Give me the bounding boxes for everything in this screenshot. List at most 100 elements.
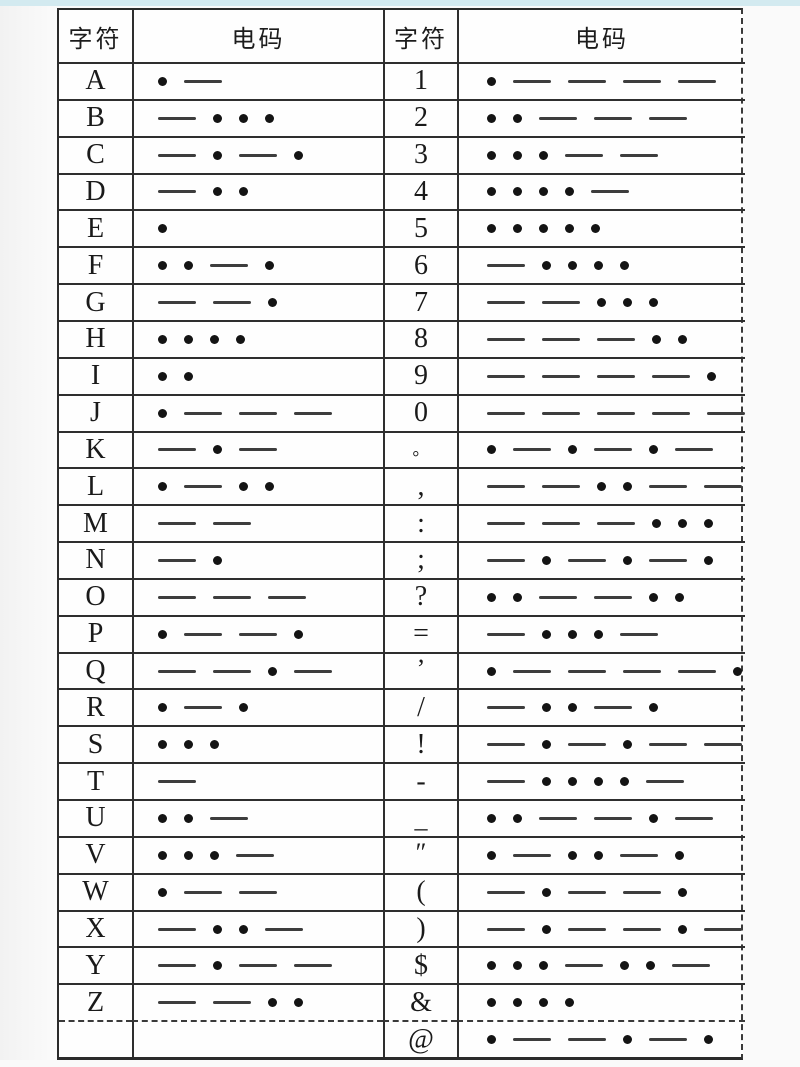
morse-dot-icon: [184, 261, 193, 271]
char-cell-left: S: [59, 725, 132, 762]
morse-sequence: [487, 850, 684, 860]
morse-dot-icon: [513, 150, 522, 160]
morse-cell-right: [457, 541, 745, 578]
character-label: F: [87, 249, 104, 281]
morse-dot-icon: [678, 887, 687, 897]
character-label: I: [90, 360, 101, 392]
char-cell-left: Y: [59, 946, 132, 983]
morse-dash-icon: [597, 522, 635, 526]
morse-dash-icon: [649, 485, 687, 489]
morse-cell-left: [132, 467, 383, 505]
morse-cell-right: [457, 393, 745, 431]
character-label: ″: [415, 837, 427, 867]
morse-dot-icon: [158, 629, 167, 639]
morse-dot-icon: [678, 334, 687, 344]
character-label: 。: [412, 440, 430, 460]
morse-cell-right: [457, 319, 745, 357]
character-label: V: [85, 839, 106, 871]
char-cell-left: Q: [59, 651, 132, 689]
morse-dot-icon: [539, 150, 548, 160]
morse-dot-icon: [704, 555, 713, 565]
character-label: 7: [414, 286, 428, 318]
morse-dash-icon: [513, 448, 551, 452]
morse-dash-icon: [239, 411, 277, 415]
morse-dot-icon: [513, 224, 522, 234]
morse-dot-icon: [158, 887, 167, 897]
morse-dash-icon: [597, 411, 635, 415]
morse-dash-icon: [594, 116, 632, 120]
morse-dot-icon: [649, 298, 658, 308]
char-cell-right: ’: [383, 651, 457, 689]
morse-cell-left: [132, 356, 383, 394]
morse-dash-icon: [487, 411, 525, 415]
morse-sequence: [158, 813, 248, 823]
char-cell-right: &: [383, 983, 457, 1021]
morse-dash-icon: [597, 337, 635, 341]
morse-dash-icon: [568, 927, 606, 931]
morse-dot-icon: [652, 334, 661, 344]
character-label: J: [90, 397, 101, 429]
char-cell-right: =: [383, 614, 457, 652]
character-label: &: [410, 986, 432, 1018]
morse-dot-icon: [565, 224, 574, 234]
character-label: ): [416, 913, 426, 944]
morse-dash-icon: [239, 890, 277, 894]
character-label: U: [85, 802, 106, 834]
character-label: 3: [414, 139, 428, 171]
morse-sequence: [158, 187, 248, 197]
morse-sequence: [487, 629, 658, 639]
morse-sequence: [158, 887, 277, 897]
morse-cell-right: [457, 909, 745, 947]
char-cell-right: 4: [383, 172, 457, 210]
morse-dash-icon: [704, 485, 742, 489]
char-cell-right: ;: [383, 541, 457, 578]
morse-dot-icon: [594, 777, 603, 787]
character-label: $: [414, 949, 428, 981]
morse-dot-icon: [239, 482, 248, 492]
char-cell-right: 9: [383, 356, 457, 394]
morse-cell-left: [132, 98, 383, 136]
morse-dash-icon: [213, 522, 251, 526]
morse-dot-icon: [239, 113, 248, 123]
morse-sequence: [487, 592, 684, 602]
char-cell-left: W: [59, 872, 132, 910]
char-cell-right: 6: [383, 246, 457, 284]
morse-dash-icon: [513, 1038, 551, 1042]
morse-cell-right: [457, 725, 745, 763]
morse-dash-icon: [539, 116, 577, 120]
morse-sequence: [487, 371, 716, 381]
header-char-right: 字符: [383, 10, 457, 62]
char-cell-right: 3: [383, 135, 457, 173]
morse-dash-icon: [539, 816, 577, 820]
morse-dot-icon: [597, 298, 606, 308]
morse-sequence: [158, 666, 332, 676]
char-cell-left: P: [59, 614, 132, 652]
char-cell-left: A: [59, 62, 132, 99]
morse-dash-icon: [649, 1038, 687, 1042]
morse-dash-icon: [620, 153, 658, 157]
morse-dash-icon: [513, 853, 551, 857]
morse-sequence: [158, 76, 222, 86]
morse-dot-icon: [236, 334, 245, 344]
char-cell-right: 1: [383, 62, 457, 99]
char-cell-left: T: [59, 762, 132, 799]
morse-dot-icon: [487, 850, 496, 860]
char-cell-left: G: [59, 283, 132, 320]
character-label: E: [86, 212, 105, 244]
morse-dot-icon: [542, 261, 551, 271]
char-cell-left: K: [59, 430, 132, 468]
morse-sequence: [158, 482, 274, 492]
morse-dot-icon: [704, 1035, 713, 1045]
morse-dot-icon: [239, 924, 248, 934]
morse-dot-icon: [158, 334, 167, 344]
morse-sequence: [487, 224, 600, 234]
char-cell-right: (: [383, 872, 457, 910]
morse-dash-icon: [239, 448, 277, 452]
char-cell-right: ?: [383, 577, 457, 615]
char-cell-right: 8: [383, 319, 457, 357]
morse-dot-icon: [294, 998, 303, 1008]
character-label: Y: [85, 949, 106, 981]
morse-dot-icon: [210, 740, 219, 750]
character-label: 6: [414, 249, 428, 281]
morse-dash-icon: [620, 853, 658, 857]
